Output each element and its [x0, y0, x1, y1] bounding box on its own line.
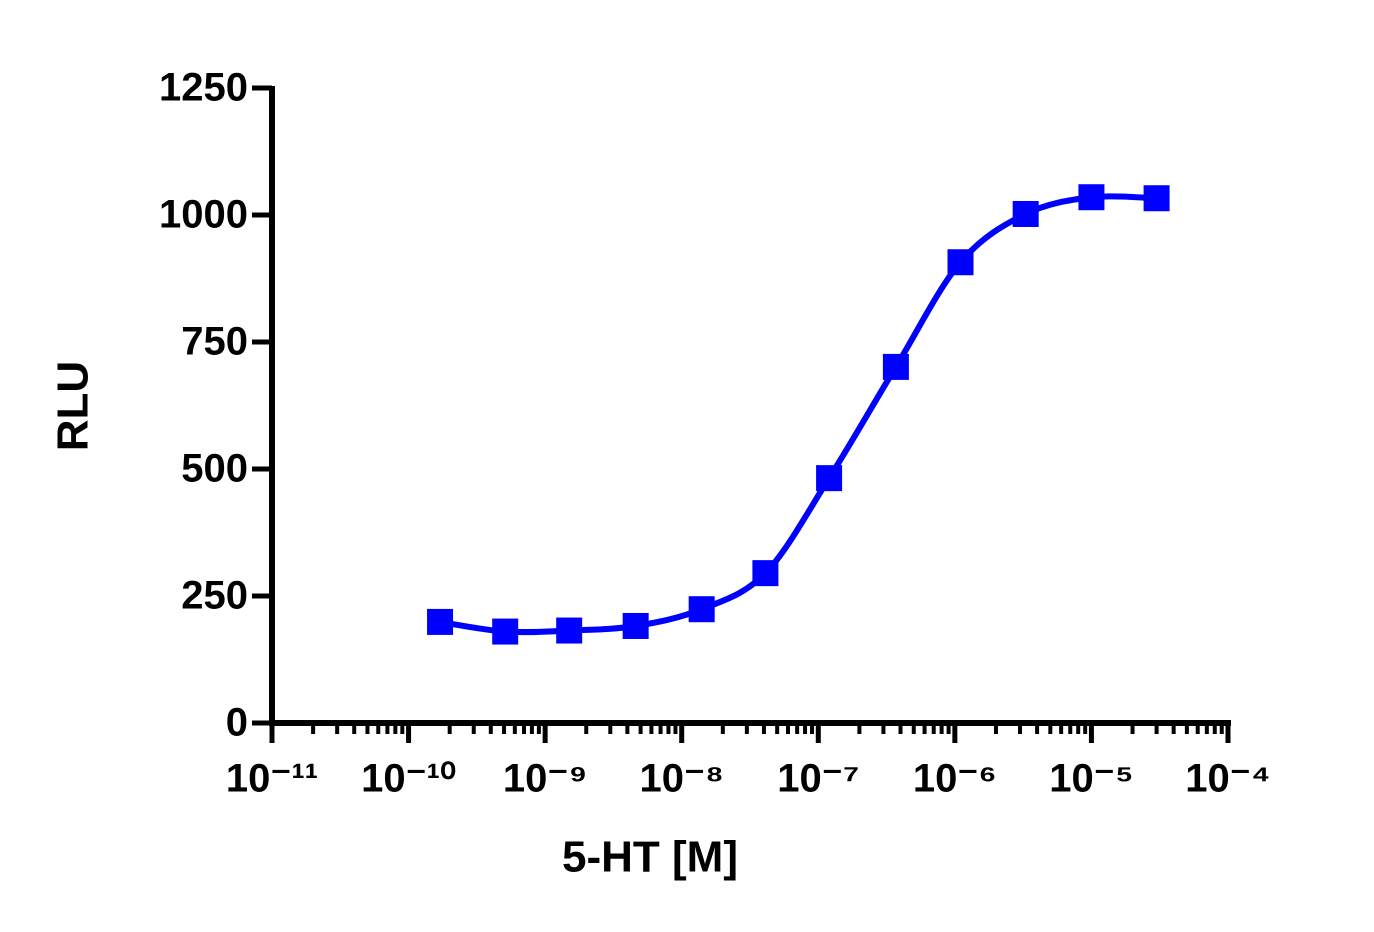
data-point: [882, 353, 909, 380]
data-point: [752, 560, 779, 587]
data-point: [622, 612, 649, 639]
x-tick-label: 10⁻⁴: [1185, 757, 1270, 801]
data-point: [1143, 185, 1170, 212]
data-point: [1078, 184, 1105, 211]
x-tick-label: 10⁻⁷: [777, 757, 859, 801]
x-tick-label: 10⁻⁹: [503, 757, 588, 801]
data-point: [688, 596, 715, 623]
data-point: [947, 249, 974, 276]
data-point: [816, 465, 843, 492]
x-tick-label: 10⁻⁶: [913, 757, 997, 801]
data-point: [492, 618, 519, 645]
x-tick-label: 10⁻¹¹: [226, 757, 318, 801]
y-tick-label: 250: [181, 574, 248, 618]
series-line: [439, 193, 1157, 636]
x-tick-label: 10⁻⁵: [1049, 757, 1133, 801]
x-axis-label: 5-HT [M]: [562, 833, 738, 882]
y-tick-label: 1250: [159, 66, 248, 110]
y-tick-label: 500: [181, 447, 248, 491]
x-tick-label: 10⁻⁸: [639, 757, 724, 801]
data-point: [1012, 200, 1039, 227]
y-axis-label: RLU: [49, 361, 98, 451]
y-tick-label: 750: [181, 320, 248, 364]
data-point: [427, 608, 454, 635]
y-tick-label: 1000: [159, 193, 248, 237]
data-point: [556, 617, 583, 644]
y-tick-label: 0: [226, 701, 248, 745]
x-tick-label: 10⁻¹⁰: [361, 757, 456, 801]
